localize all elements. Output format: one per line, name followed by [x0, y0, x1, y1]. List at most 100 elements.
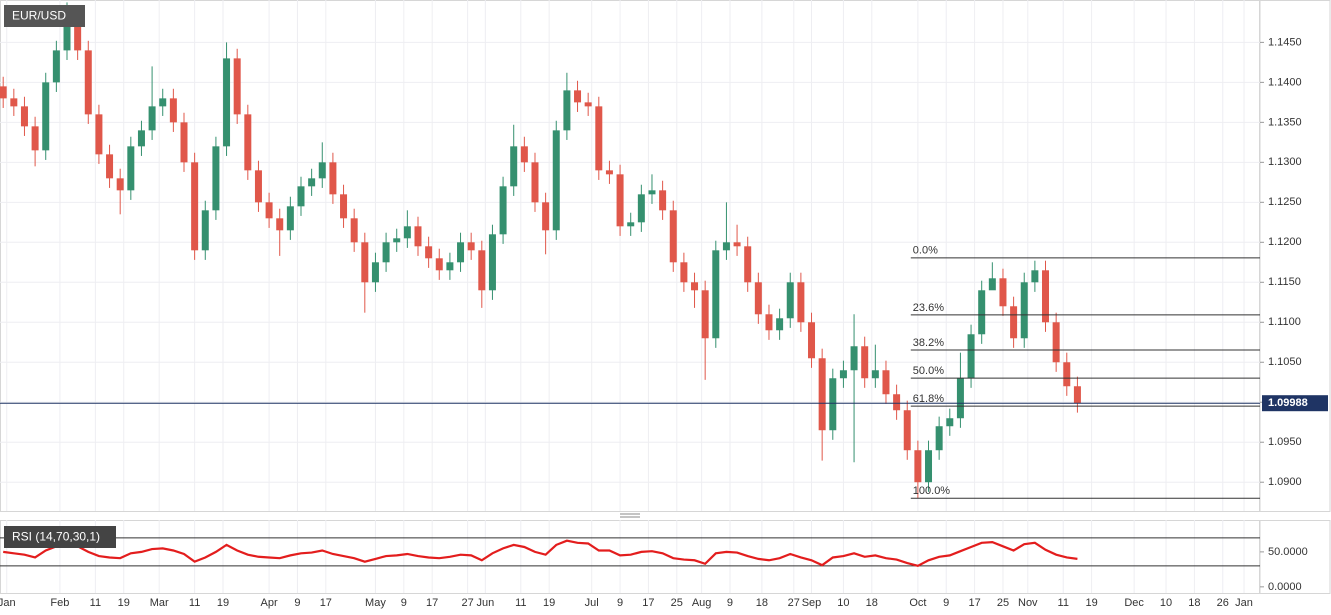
y-tick-label: 1.1250 [1268, 196, 1302, 208]
candle-body [414, 226, 422, 247]
rsi-axis [1259, 520, 1331, 594]
candle-body [839, 370, 847, 379]
candle-body [403, 226, 411, 239]
x-tick-label: Jan [1235, 597, 1253, 609]
rsi-line [3, 539, 1078, 568]
candle-body [701, 290, 709, 339]
fib-label: 38.2% [913, 337, 944, 349]
candle-body [297, 186, 305, 207]
last-price-tag [1262, 395, 1328, 412]
x-tick-label: 11 [1058, 597, 1069, 609]
candle-body [850, 346, 858, 371]
candle-body [595, 106, 603, 171]
candle-body [223, 58, 231, 147]
candle-body [659, 190, 667, 211]
candle-body [169, 98, 177, 123]
y-tick-label: 1.1450 [1268, 36, 1302, 48]
candle-body [0, 86, 7, 99]
candle-body [829, 378, 837, 431]
x-tick-label: Jun [476, 597, 494, 609]
x-tick-label: 19 [543, 597, 555, 609]
candle-body [637, 194, 645, 223]
candle-body [52, 50, 60, 83]
candle-body [212, 146, 220, 211]
y-tick-label: 1.0900 [1268, 476, 1302, 488]
candle-body [776, 318, 784, 331]
x-tick-label: 19 [1085, 597, 1097, 609]
candle-body [180, 122, 188, 163]
candle-body [861, 346, 869, 379]
x-tick-label: Aug [692, 597, 712, 609]
candle-body [648, 190, 656, 195]
candle-body [191, 162, 199, 251]
last-price-label: 1.09988 [1268, 397, 1308, 409]
candle-body [616, 174, 624, 227]
x-tick-label: Sep [802, 597, 822, 609]
candle-body [457, 242, 465, 263]
candle-body [978, 290, 986, 335]
candle-body [754, 282, 762, 315]
candle-body [446, 262, 454, 271]
y-tick-label: 1.1300 [1268, 156, 1302, 168]
x-tick-label: 11 [90, 597, 101, 609]
candle-body [382, 242, 390, 263]
x-tick-label: Dec [1124, 597, 1144, 609]
x-tick-label: 11 [515, 597, 526, 609]
x-tick-label: 25 [671, 597, 683, 609]
candle-body [340, 194, 348, 219]
candle-body [393, 238, 401, 243]
candle-body [371, 262, 379, 283]
candle-body [818, 358, 826, 431]
y-tick-label: 1.1050 [1268, 356, 1302, 368]
candle-body [276, 218, 284, 231]
candle-body [956, 378, 964, 419]
x-tick-label: 18 [866, 597, 878, 609]
candle-body [882, 370, 890, 395]
x-tick-label: 9 [294, 597, 300, 609]
x-tick-label: 17 [968, 597, 980, 609]
candle-body [31, 126, 39, 151]
candle-body [201, 210, 209, 251]
candle-body [520, 146, 528, 163]
candle-body [1042, 270, 1050, 323]
x-tick-label: 17 [426, 597, 438, 609]
candle-body [148, 106, 156, 131]
candle-body [574, 90, 582, 103]
candle-body [1020, 282, 1028, 339]
x-tick-label: 26 [1217, 597, 1229, 609]
candle-body [20, 106, 28, 127]
candle-body [988, 278, 996, 291]
fib-label: 50.0% [913, 365, 944, 377]
symbol-box [4, 5, 85, 27]
candle-body [350, 218, 358, 243]
rsi-pane [0, 520, 1260, 594]
candle-body [733, 242, 741, 247]
candle-body [286, 206, 294, 231]
candle-body [308, 178, 316, 187]
y-tick-label: 1.1350 [1268, 116, 1302, 128]
x-tick-label: Nov [1018, 597, 1038, 609]
price-axis [1259, 0, 1331, 512]
candle-body [127, 146, 135, 191]
x-tick-label: Mar [150, 597, 169, 609]
rsi-box [4, 526, 116, 548]
candle-body [74, 26, 82, 51]
x-tick-label: May [365, 597, 386, 609]
candle-body [1052, 322, 1060, 363]
candle-body [1063, 362, 1071, 387]
x-tick-label: 27 [462, 597, 474, 609]
fib-label: 61.8% [913, 393, 944, 405]
x-tick-label: Apr [261, 597, 278, 609]
y-tick-label: 1.1150 [1268, 276, 1301, 288]
candle-body [361, 242, 369, 283]
candle-body [967, 334, 975, 379]
candle-body [244, 114, 252, 171]
candle-body [1010, 306, 1018, 339]
x-tick-label: 11 [189, 597, 200, 609]
candle-body [903, 410, 911, 451]
rsi-tick-label: 0.0000 [1268, 581, 1302, 593]
candle-body [265, 202, 273, 219]
candle-body [467, 242, 475, 251]
